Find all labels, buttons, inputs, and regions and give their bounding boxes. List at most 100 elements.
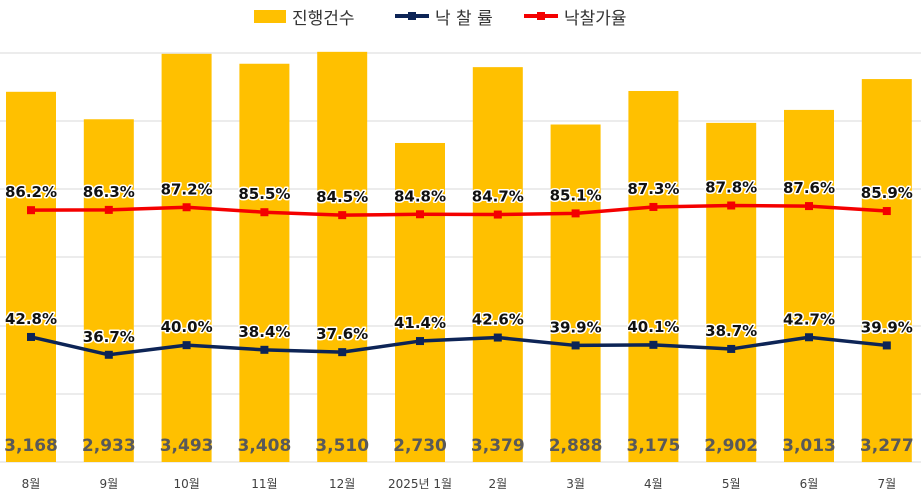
bar-value-label: 2,730 [393, 436, 447, 456]
legend-label-bar: 진행건수 [292, 8, 355, 29]
price-marker [805, 202, 813, 211]
bar-layer [6, 51, 912, 463]
price-label: 85.9% [861, 184, 913, 202]
rate-marker [27, 332, 35, 341]
bar [706, 122, 757, 463]
legend-item-bar: 진행건수 [254, 4, 355, 29]
bar-value-label: 3,379 [471, 436, 525, 456]
legend-swatch-price [524, 9, 558, 23]
x-tick-label: 6월 [800, 477, 819, 491]
price-label: 84.8% [394, 187, 446, 205]
price-label: 84.5% [316, 188, 368, 206]
price-label: 85.5% [238, 185, 290, 203]
bar [83, 119, 134, 463]
bar-value-label: 3,175 [627, 436, 681, 456]
x-tick-label: 12월 [329, 477, 355, 491]
rate-marker [416, 337, 424, 346]
price-marker [493, 210, 502, 219]
rate-label: 40.1% [627, 318, 679, 336]
bar-value-label: 3,013 [782, 436, 836, 456]
rate-label: 36.7% [83, 328, 135, 346]
x-tick-label: 3월 [566, 477, 585, 491]
bar-value-label: 3,168 [4, 436, 58, 456]
bar [161, 53, 212, 463]
x-tick-label: 7월 [877, 477, 896, 491]
rate-marker [571, 341, 580, 350]
bar [784, 109, 834, 463]
price-label: 84.7% [472, 188, 524, 206]
legend-swatch-rate [395, 9, 429, 23]
legend-label-price: 낙찰가율 [564, 8, 627, 29]
line-layer [27, 201, 891, 359]
rate-marker [260, 345, 269, 354]
x-tick-label: 8월 [22, 477, 41, 491]
price-label: 85.1% [550, 186, 602, 204]
price-marker [338, 211, 347, 220]
bar [628, 90, 679, 462]
rate-label: 40.0% [161, 318, 213, 336]
price-marker [416, 210, 424, 219]
rate-marker [882, 341, 891, 350]
price-marker [571, 209, 580, 218]
bar [861, 79, 912, 462]
rate-label: 42.6% [472, 311, 524, 329]
legend: 진행건수 낙 찰 률 낙찰가율 [0, 0, 921, 36]
bar-value-label: 3,277 [860, 436, 914, 456]
x-tick-label: 2025년 1월 [388, 477, 452, 491]
price-label: 87.8% [705, 178, 757, 196]
bar [239, 63, 290, 463]
x-tick-label: 2월 [488, 477, 507, 491]
price-marker [882, 207, 891, 216]
rate-marker [104, 350, 113, 359]
bar-value-label: 2,902 [704, 436, 758, 456]
rate-label: 42.7% [783, 310, 835, 328]
bar [395, 142, 445, 463]
bar [6, 91, 56, 462]
price-marker [649, 202, 658, 211]
price-marker [27, 206, 35, 215]
rate-line [30, 335, 887, 357]
price-label: 87.2% [161, 180, 213, 198]
bar [472, 67, 523, 463]
x-axis: 8월 9월 10월 11월 12월 2025년 1월 2월 3월 4월 5월 6월 7월 [22, 477, 896, 491]
x-tick-label: 5월 [722, 477, 741, 491]
price-label: 87.3% [627, 180, 679, 198]
bar-value-label: 2,888 [549, 436, 603, 456]
price-label: 86.3% [83, 183, 135, 201]
rate-marker [338, 348, 347, 357]
price-marker [727, 201, 736, 210]
legend-item-price: 낙찰가율 [524, 4, 627, 29]
bar [550, 124, 601, 462]
label-layer: 86.2% 86.3% 87.2% 85.5% 84.5% 84.8% 84.7% 85.1%… [3, 177, 914, 456]
rate-label: 37.6% [316, 325, 368, 343]
price-line [30, 203, 887, 217]
price-marker [182, 203, 191, 212]
x-tick-label: 9월 [99, 477, 118, 491]
legend-label-rate: 낙 찰 률 [435, 8, 493, 29]
price-label: 86.2% [5, 183, 57, 201]
x-tick-label: 10월 [173, 477, 199, 491]
price-label: 87.6% [783, 179, 835, 197]
legend-swatch-bar [254, 9, 286, 23]
bar-value-label: 2,933 [82, 436, 136, 456]
rate-marker [805, 333, 813, 342]
rate-label: 38.4% [238, 323, 290, 341]
rate-label: 39.9% [550, 318, 602, 336]
rate-label: 42.8% [5, 310, 57, 328]
bar-value-label: 3,408 [238, 436, 292, 456]
rate-label: 41.4% [394, 314, 446, 332]
rate-label: 38.7% [705, 322, 757, 340]
legend-item-rate: 낙 찰 률 [395, 4, 493, 29]
rate-marker [649, 340, 658, 349]
rate-marker [727, 344, 736, 353]
price-marker [260, 208, 269, 217]
price-marker [104, 205, 113, 214]
bar [317, 51, 368, 463]
rate-marker [493, 333, 502, 342]
x-tick-label: 11월 [251, 477, 277, 491]
grid-layer [0, 52, 921, 463]
bar-value-label: 3,493 [160, 436, 214, 456]
bar-value-label: 3,510 [315, 436, 369, 456]
x-tick-label: 4월 [644, 477, 663, 491]
